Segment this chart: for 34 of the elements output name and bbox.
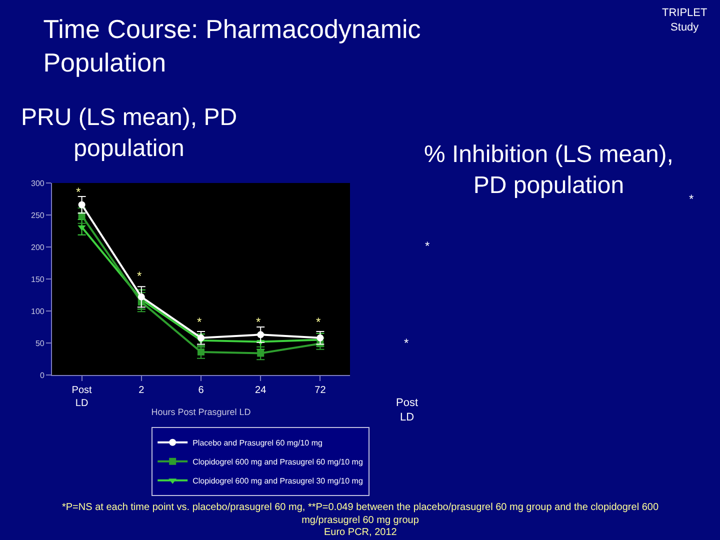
y-tick-label: 150: [31, 274, 45, 284]
text: Euro PCR, 2012: [324, 527, 398, 538]
text: TRIPLET Study: [662, 7, 708, 34]
text: *: [404, 336, 409, 350]
text: *P=NS at each time point vs. placebo/prasugrel 60 mg, **P=0.049 between the placebo/prasugrel 60 mg group and the clopidogrel 600 mg/prasugrel 60 mg group: [62, 502, 659, 526]
x-tick-label: Post LD: [72, 385, 92, 409]
x-tick-label: 24: [255, 385, 267, 396]
annotation: *: [137, 269, 142, 283]
annotation: *: [316, 315, 321, 329]
legend-label: Clopidogrel 600 mg and Prasugrel 30 mg/10 mg: [192, 476, 363, 486]
text: *: [689, 192, 694, 206]
y-tick-label: 50: [35, 338, 45, 348]
text: *: [425, 239, 430, 253]
point: [78, 225, 86, 231]
x-tick-label: 2: [138, 385, 145, 396]
legend-label: Clopidogrel 600 mg and Prasugrel 60 mg/10 mg: [192, 457, 363, 466]
point: [138, 293, 145, 300]
annotation: *: [197, 315, 202, 329]
x-tick-label: 72: [314, 385, 326, 396]
text: % Inhibition (LS mean), PD population: [424, 141, 674, 200]
legend-label: Placebo and Prasugrel 60 mg/10 mg: [192, 438, 322, 448]
y-tick-label: 0: [40, 370, 45, 380]
point: [257, 331, 264, 338]
point: [78, 201, 86, 208]
x-tick-label: 6: [198, 385, 204, 396]
y-tick-label: 100: [31, 306, 45, 316]
annotation: *: [256, 315, 261, 329]
chart-title: Time Course: Pharmacodynamic Population: [43, 14, 421, 78]
x-axis-title: Hours Post Prasgurel LD: [151, 406, 252, 417]
y-tick-label: 250: [31, 210, 45, 220]
chart-subtitle: PRU (LS mean), PD population: [21, 104, 238, 162]
y-tick-label: 300: [31, 178, 45, 188]
annotation: *: [76, 185, 81, 199]
y-tick-label: 200: [31, 242, 45, 252]
